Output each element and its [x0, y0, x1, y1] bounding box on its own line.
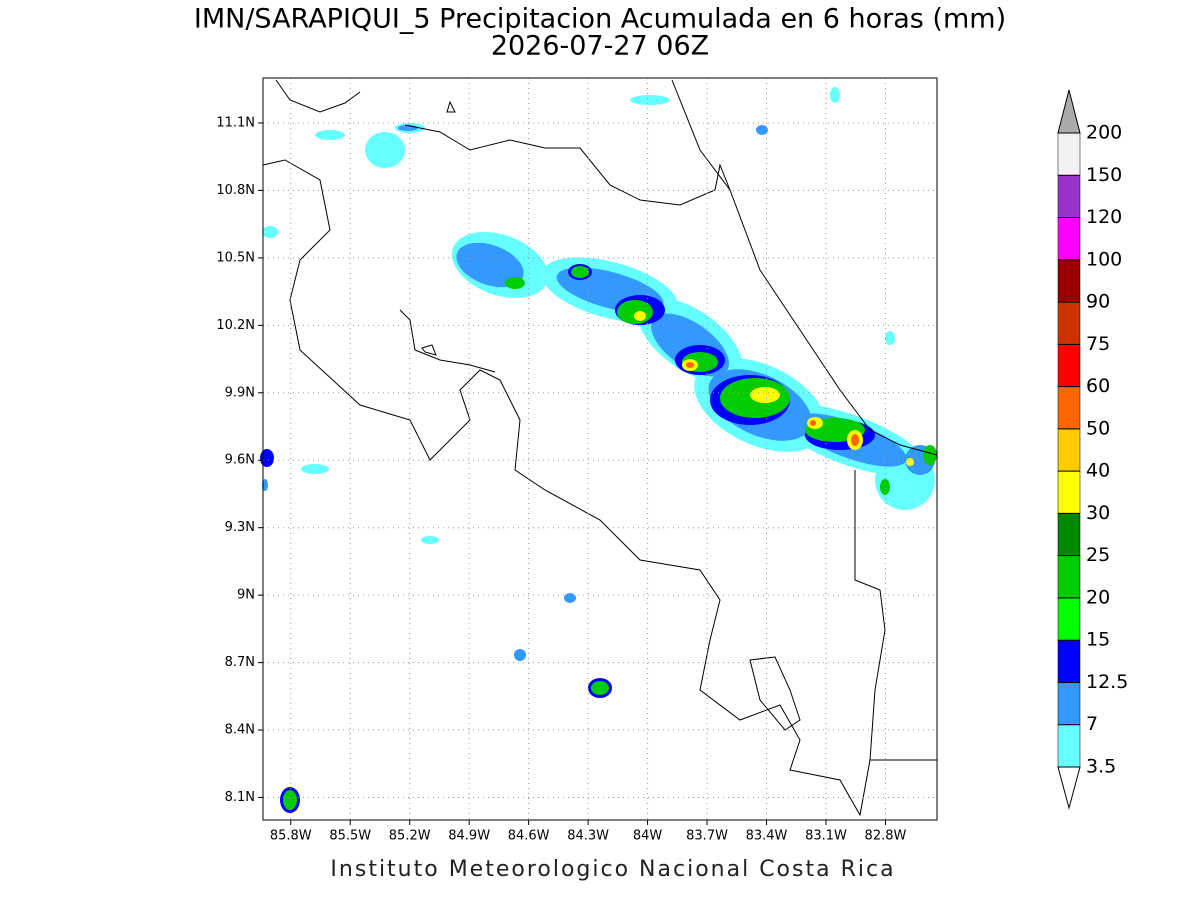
colorbar-label: 75 [1086, 333, 1110, 355]
y-tick-label: 9.6N [225, 453, 255, 468]
x-tick-label: 84.3W [567, 829, 609, 844]
colorbar-band [1057, 597, 1081, 641]
coastlines [262, 79, 938, 817]
colorbar-label: 60 [1086, 375, 1110, 397]
y-tick-label: 8.1N [225, 790, 255, 805]
y-tick-label: 9.9N [225, 385, 255, 400]
x-tick-label: 84.9W [448, 829, 490, 844]
colorbar-band [1057, 301, 1081, 345]
x-tick-label: 85.8W [270, 829, 312, 844]
colorbar-band [1057, 175, 1081, 218]
x-tick-label: 83.7W [686, 829, 728, 844]
colorbar-band [1057, 682, 1081, 725]
x-tick-label: 85.5W [329, 829, 371, 844]
x-tick-label: 83.4W [746, 829, 788, 844]
y-tick-label: 9N [237, 588, 255, 603]
colorbar-band [1057, 344, 1081, 387]
precipitation-field [260, 87, 937, 813]
colorbar-label: 20 [1086, 586, 1110, 608]
colorbar-under [1057, 766, 1081, 810]
colorbar-over [1057, 89, 1081, 134]
colorbar-band [1057, 132, 1081, 176]
colorbar-label: 50 [1086, 417, 1110, 439]
colorbar-label: 3.5 [1086, 756, 1116, 778]
colorbar-band [1057, 386, 1081, 430]
footer: Instituto Meteorologico Nacional Costa R… [330, 857, 895, 882]
colorbar-band [1057, 428, 1081, 472]
colorbar-label: 150 [1086, 164, 1122, 186]
y-tick-label: 10.8N [216, 183, 255, 198]
x-tick-label: 84.6W [508, 829, 550, 844]
x-tick-label: 83.1W [805, 829, 847, 844]
plot-frame [262, 77, 938, 821]
colorbar-band [1057, 470, 1081, 514]
y-tick-label: 10.5N [216, 250, 255, 265]
x-tick-label: 82.8W [865, 829, 907, 844]
y-tick-label: 9.3N [225, 520, 255, 535]
colorbar-label: 30 [1086, 502, 1110, 524]
colorbar-label: 100 [1086, 248, 1122, 270]
x-tick-label: 85.2W [389, 829, 431, 844]
colorbar-label: 12.5 [1086, 671, 1128, 693]
colorbar-band [1057, 217, 1081, 261]
colorbar-label: 15 [1086, 629, 1110, 651]
y-tick-label: 10.2N [216, 318, 255, 333]
y-tick-label: 8.7N [225, 655, 255, 670]
colorbar-band [1057, 513, 1081, 556]
colorbar-label: 40 [1086, 460, 1110, 482]
y-tick-label: 8.4N [225, 723, 255, 738]
colorbar-band [1057, 724, 1081, 768]
colorbar-band [1057, 639, 1081, 683]
colorbar-band [1057, 555, 1081, 599]
colorbar-label: 120 [1086, 206, 1122, 228]
colorbar-label: 90 [1086, 291, 1110, 313]
y-tick-label: 11.1N [216, 115, 255, 130]
colorbar-label: 200 [1086, 122, 1122, 144]
colorbar-band [1057, 259, 1081, 303]
colorbar-label: 25 [1086, 544, 1110, 566]
x-tick-label: 84W [633, 829, 663, 844]
subtitle: 2026-07-27 06Z [491, 31, 709, 62]
colorbar-label: 7 [1086, 713, 1098, 735]
title: IMN/SARAPIQUI_5 Precipitacion Acumulada … [194, 4, 1006, 35]
colorbar: 3.5 7 12.5 15 20 25 30 40 50 60 75 90 100 120 150 200 [1057, 89, 1128, 810]
axes: 85.8W 85.5W 85.2W 84.9W 84.6W 84.3W 84W 83.7W 83… [216, 78, 937, 844]
